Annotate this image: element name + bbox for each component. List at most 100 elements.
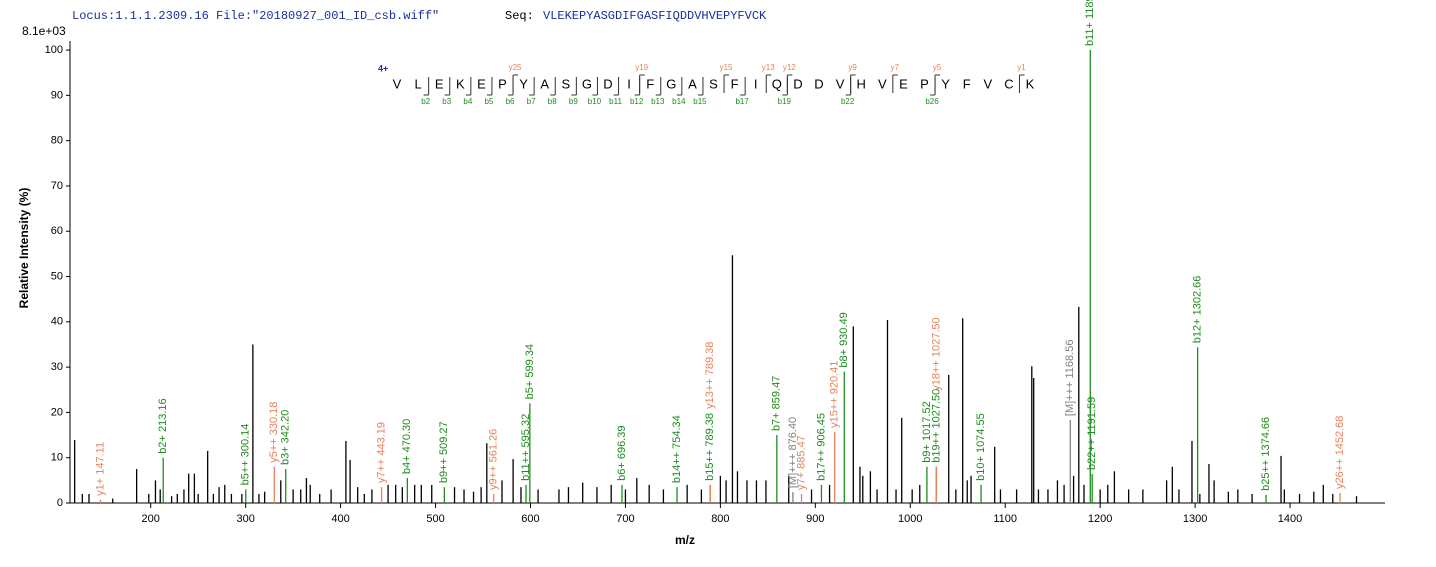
b-ion: b26 <box>925 97 939 106</box>
sequence: VLEKEPYASGDIFGASFIQDDVHVEPYFVCK <box>543 9 767 23</box>
residue: F <box>963 76 971 91</box>
peak-label: b17++ 906.45 <box>815 413 827 481</box>
y-tick-label: 10 <box>51 452 63 464</box>
b-ion: b4 <box>463 97 472 106</box>
peak-label: b8+ 930.49 <box>838 312 850 367</box>
y-ion: y13 <box>762 63 775 72</box>
residue: K <box>1026 76 1035 91</box>
residue: A <box>688 76 697 91</box>
y-ion: y1 <box>1017 63 1026 72</box>
peak-label: b7+ 859.47 <box>771 376 783 431</box>
charge: 4+ <box>378 63 388 73</box>
b-ion: b12 <box>630 97 644 106</box>
peak-label: b2+ 213.16 <box>157 398 169 453</box>
y-tick-label: 50 <box>51 270 63 282</box>
b-ion: b15 <box>693 97 707 106</box>
b-ion: b8 <box>548 97 557 106</box>
residue: L <box>414 76 421 91</box>
peak-label: y26++ 1452.68 <box>1334 416 1346 489</box>
residue: S <box>709 76 718 91</box>
y-ion: y9 <box>848 63 857 72</box>
y-ion: y19 <box>635 63 648 72</box>
peak-label: y15++ 920.41 <box>829 361 841 428</box>
x-tick-label: 200 <box>142 513 160 525</box>
peak-label: y7+ 885.47 <box>795 435 807 490</box>
b-ion: b14 <box>672 97 686 106</box>
y-tick-label: 20 <box>51 406 63 418</box>
seq-label: Seq: <box>505 9 534 23</box>
y-ion: y25 <box>509 63 522 72</box>
scale-label: 8.1e+03 <box>22 24 66 38</box>
peak-label: b19++ 1027.50 <box>930 389 942 463</box>
residue: A <box>540 76 549 91</box>
peak-label: b6+ 696.39 <box>616 426 628 481</box>
residue: F <box>646 76 654 91</box>
x-tick-label: 1300 <box>1183 513 1207 525</box>
peak-label: [M]+++ 876.40 <box>787 417 799 488</box>
peak-label: b11++ 595.32 <box>520 414 532 481</box>
y-tick-label: 70 <box>51 180 63 192</box>
y-ion: y5 <box>933 63 942 72</box>
peak-label: b25++ 1374.66 <box>1260 417 1272 491</box>
peak-label: y9++ 561.26 <box>488 429 500 490</box>
residue: Y <box>519 76 528 91</box>
y-tick-label: 60 <box>51 225 63 237</box>
y-tick-label: 100 <box>45 44 63 56</box>
x-axis-label: m/z <box>675 533 695 547</box>
x-tick-label: 500 <box>426 513 444 525</box>
peak-label: b3+ 342.20 <box>280 410 292 465</box>
b-ion: b6 <box>506 97 515 106</box>
residue: K <box>456 76 465 91</box>
residue: E <box>899 76 908 91</box>
residue: S <box>561 76 570 91</box>
x-tick-label: 800 <box>711 513 729 525</box>
residue: V <box>836 76 845 91</box>
residue: D <box>793 76 802 91</box>
residue: E <box>477 76 486 91</box>
residue: C <box>1004 76 1013 91</box>
residue: H <box>857 76 866 91</box>
y-ion: y15 <box>720 63 733 72</box>
residue: Y <box>941 76 950 91</box>
y-tick-label: 0 <box>57 497 63 509</box>
peak-label: y1+ 147.11 <box>94 442 106 496</box>
residue: D <box>814 76 823 91</box>
peak-label: y18++ 1027.50 <box>930 317 942 390</box>
peak-label: b14++ 754.34 <box>671 415 683 483</box>
residue: G <box>666 76 676 91</box>
y-ion: y12 <box>783 63 796 72</box>
residue: I <box>754 76 758 91</box>
residue: F <box>731 76 739 91</box>
x-tick-label: 1200 <box>1088 513 1112 525</box>
x-tick-label: 900 <box>806 513 824 525</box>
y-tick-label: 80 <box>51 135 63 147</box>
residue: P <box>920 76 929 91</box>
peak-label: [M]+++ 1168.56 <box>1064 340 1076 417</box>
b-ion: b5 <box>484 97 493 106</box>
b-ion: b9 <box>569 97 578 106</box>
peak-label: y7++ 443.19 <box>376 422 388 483</box>
y-tick-label: 90 <box>51 89 63 101</box>
peak-label: b9++ 509.27 <box>438 421 450 483</box>
b-ion: b2 <box>421 97 430 106</box>
x-tick-label: 400 <box>331 513 349 525</box>
x-tick-label: 1400 <box>1278 513 1302 525</box>
residue: E <box>435 76 444 91</box>
b-ion: b7 <box>527 97 536 106</box>
x-tick-label: 700 <box>616 513 634 525</box>
residue: I <box>627 76 631 91</box>
peak-label: b5++ 300.14 <box>240 424 252 486</box>
residue: V <box>393 76 402 91</box>
residue: V <box>983 76 992 91</box>
b-ion: b17 <box>735 97 749 106</box>
y-tick-label: 30 <box>51 361 63 373</box>
peak-label: y5++ 330.18 <box>268 402 280 463</box>
peak-label: b15++ 789.38 <box>704 413 716 481</box>
peak-label: y13++ 789.38 <box>704 342 716 409</box>
b-ion: b11 <box>609 97 622 106</box>
x-tick-label: 1000 <box>898 513 922 525</box>
y-ion: y7 <box>891 63 900 72</box>
b-ion: b13 <box>651 97 665 106</box>
y-axis-label: Relative Intensity (%) <box>17 188 31 309</box>
